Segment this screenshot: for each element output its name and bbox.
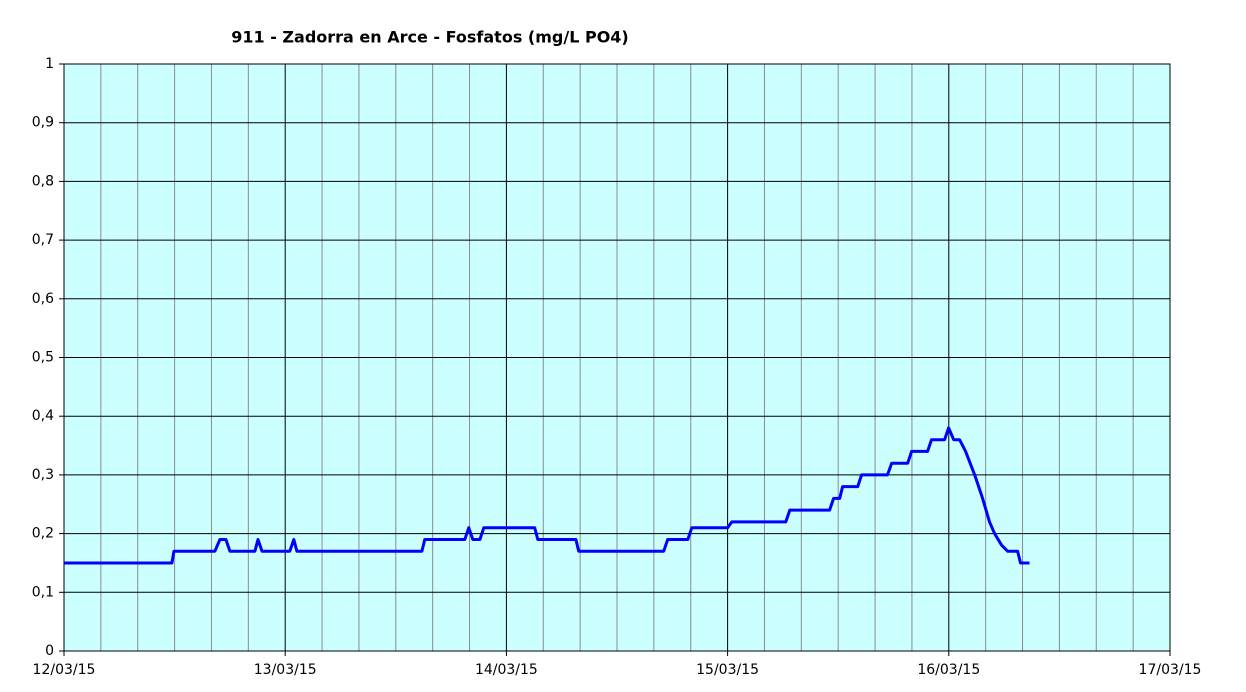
y-tick-label: 0,5 <box>32 350 54 366</box>
x-tick-label: 17/03/15 <box>1139 662 1202 678</box>
y-tick-label: 0,6 <box>32 291 54 307</box>
x-tick-label: 14/03/15 <box>475 662 538 678</box>
y-tick-label: 0,8 <box>32 173 54 189</box>
x-tick-label: 15/03/15 <box>696 662 759 678</box>
y-tick-label: 1 <box>45 56 54 72</box>
x-tick-label: 12/03/15 <box>33 662 96 678</box>
x-tick-label: 13/03/15 <box>254 662 317 678</box>
plot-border <box>63 63 1171 652</box>
y-tick-label: 0,2 <box>32 526 54 542</box>
x-tick-label: 16/03/15 <box>917 662 980 678</box>
y-tick-label: 0,1 <box>32 584 54 600</box>
y-tick-label: 0,7 <box>32 232 54 248</box>
data-line <box>64 426 1030 565</box>
y-tick-label: 0,9 <box>32 115 54 131</box>
y-tick-label: 0,4 <box>32 408 54 424</box>
y-tick-label: 0 <box>45 643 54 659</box>
y-tick-label: 0,3 <box>32 467 54 483</box>
chart-title: 911 - Zadorra en Arce - Fosfatos (mg/L P… <box>231 28 628 47</box>
